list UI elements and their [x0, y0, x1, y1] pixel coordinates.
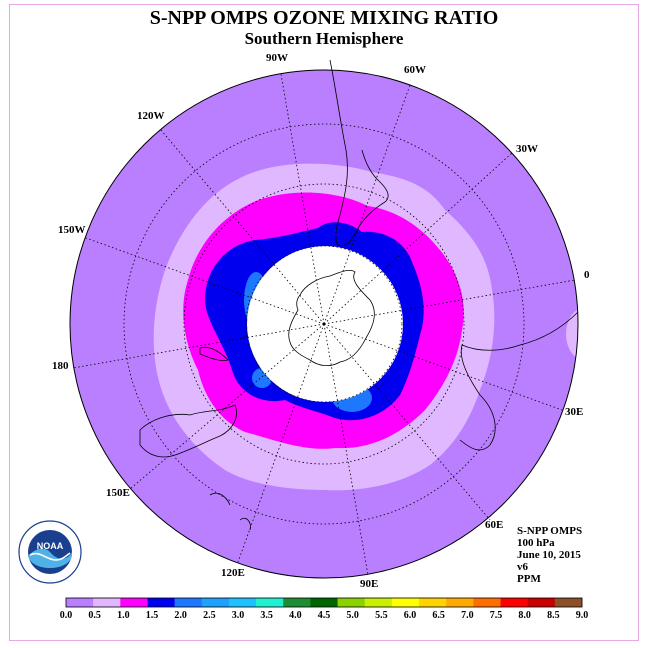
- colorbar-ticks: 0.0 0.5 1.0 1.5 2.0 2.5 3.0 3.5 4.0 4.5 5.0 5.5 6.0 6…: [60, 610, 589, 621]
- antarctica-coast: [288, 269, 375, 366]
- colorbar-tick-label: 4.0: [289, 610, 302, 621]
- lon-label-60e: 60E: [485, 519, 503, 531]
- noaa-logo-text: NOAA: [37, 541, 64, 551]
- colorbar-swatch: [174, 598, 203, 607]
- colorbar-swatch: [93, 598, 121, 607]
- lon-label-90e: 90E: [360, 578, 378, 590]
- latitude-circle-3: [123, 123, 525, 525]
- coastlines: [139, 59, 579, 531]
- lon-label-60w: 60W: [404, 64, 426, 76]
- colorbar-tick-label: 6.0: [404, 610, 417, 621]
- south-pole-marker: [322, 322, 326, 326]
- graticule: [72, 73, 576, 576]
- map-boundary: [69, 69, 579, 579]
- map-subtitle: Southern Hemisphere: [244, 29, 404, 48]
- colorbar-swatches: [65, 597, 583, 608]
- colorbar-tick-label: 9.0: [576, 610, 589, 621]
- colorbar-swatch: [310, 598, 338, 607]
- colorbar-tick-label: 7.5: [490, 610, 503, 621]
- lon-label-150e: 150E: [106, 487, 130, 499]
- info-level: 100 hPa: [517, 537, 555, 549]
- colorbar-swatch: [283, 598, 311, 607]
- colorbar-swatch: [66, 598, 94, 607]
- noaa-logo: NOAA: [18, 520, 82, 584]
- figure-frame: [9, 4, 639, 641]
- meridian-90e: [323, 323, 369, 576]
- colorbar-swatch: [201, 598, 230, 607]
- info-instrument: S-NPP OMPS: [517, 525, 583, 537]
- colorbar-swatch: [256, 598, 284, 607]
- meridian-180: [72, 323, 325, 369]
- info-date: June 10, 2015: [517, 549, 581, 561]
- info-units: PPM: [517, 573, 541, 585]
- colorbar-tick-label: 4.5: [318, 610, 331, 621]
- meridian-150e: [129, 323, 325, 490]
- colorbar-swatch: [446, 598, 474, 607]
- colorbar-tick-label: 1.5: [146, 610, 159, 621]
- colorbar-border: [65, 597, 583, 608]
- meridian-0: [323, 279, 576, 325]
- colorbar-swatch: [228, 598, 257, 607]
- lon-label-0: 0: [584, 269, 590, 281]
- colorbar-tick-label: 8.0: [518, 610, 531, 621]
- lon-label-150w: 150W: [58, 224, 86, 236]
- colorbar-swatch: [500, 598, 528, 607]
- meridian-60e: [323, 323, 491, 521]
- lon-label-120e: 120E: [221, 567, 245, 579]
- info-version: v6: [517, 561, 528, 573]
- ozone-band-edge-blob: [566, 308, 578, 360]
- colorbar-tick-label: 0.5: [88, 610, 101, 621]
- colorbar-tick-label: 2.5: [203, 610, 216, 621]
- colorbar-tick-label: 5.5: [375, 610, 388, 621]
- colorbar-tick-label: 8.5: [547, 610, 560, 621]
- colorbar-swatch: [337, 598, 366, 607]
- south-america-coast: [329, 59, 389, 247]
- colorbar-tick-label: 7.0: [461, 610, 474, 621]
- lon-label-120w: 120W: [137, 110, 165, 122]
- colorbar-swatch: [391, 598, 420, 607]
- colorbar-swatch: [473, 598, 501, 607]
- latitude-circle-2: [183, 183, 465, 465]
- colorbar-tick-label: 5.0: [346, 610, 359, 621]
- australia-coast: [139, 404, 237, 458]
- lon-label-180: 180: [52, 360, 69, 372]
- colorbar-swatch: [554, 598, 583, 607]
- longitude-labels: 90W 60W 30W 0 30E 60E 90E 120E 150E 180 …: [52, 52, 590, 590]
- colorbar-swatch: [527, 598, 556, 607]
- map-title: S-NPP OMPS OZONE MIXING RATIO: [149, 7, 499, 29]
- colorbar-swatch: [364, 598, 393, 607]
- colorbar-tick-label: 2.0: [174, 610, 187, 621]
- colorbar-tick-label: 0.0: [60, 610, 73, 621]
- colorbar-swatch: [147, 598, 175, 607]
- colorbar-tick-label: 3.0: [232, 610, 245, 621]
- colorbar-swatch: [120, 598, 148, 607]
- africa-coast: [459, 311, 579, 451]
- colorbar-swatch: [419, 598, 447, 607]
- colorbar-tick-label: 6.5: [432, 610, 445, 621]
- new-zealand-coast: [199, 346, 229, 361]
- lon-label-90w: 90W: [266, 52, 288, 64]
- colorbar-tick-label: 3.5: [260, 610, 273, 621]
- lon-label-30e: 30E: [565, 406, 583, 418]
- colorbar-tick-label: 1.0: [117, 610, 130, 621]
- lon-label-30w: 30W: [516, 143, 538, 155]
- latitude-circle-1: [245, 245, 403, 403]
